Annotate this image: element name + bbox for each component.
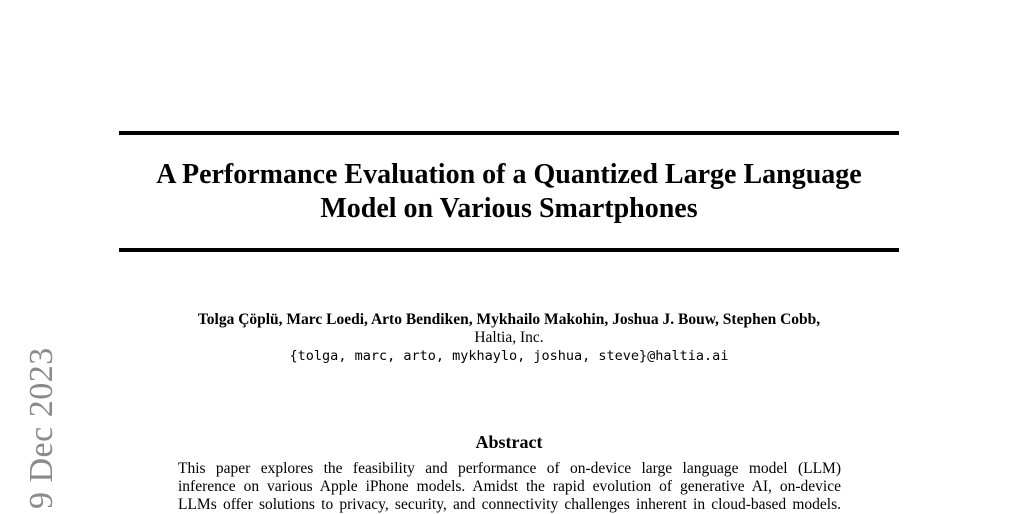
author-list: Tolga Çöplü, Marc Loedi, Arto Bendiken, …: [197, 311, 821, 328]
abstract-body: This paper explores the feasibility and …: [178, 460, 841, 514]
title-rule-top: [119, 131, 899, 135]
title-line-2: Model on Various Smartphones: [320, 193, 698, 224]
abstract-line: inference on various Apple iPhone models…: [178, 478, 841, 495]
title-line-1: A Performance Evaluation of a Quantized …: [156, 159, 862, 190]
arxiv-date-stamp: 9 Dec 2023: [23, 347, 60, 509]
abstract-line: LLMs offer solutions to privacy, securit…: [178, 496, 841, 513]
abstract-line: This paper explores the feasibility and …: [178, 460, 841, 477]
title-rule-bottom: [119, 248, 899, 252]
author-emails: {tolga, marc, arto, mykhaylo, joshua, st…: [289, 348, 729, 364]
abstract-heading: Abstract: [475, 432, 543, 452]
paper-title: A Performance Evaluation of a Quantized …: [119, 158, 899, 226]
affiliation: Haltia, Inc.: [474, 329, 544, 346]
